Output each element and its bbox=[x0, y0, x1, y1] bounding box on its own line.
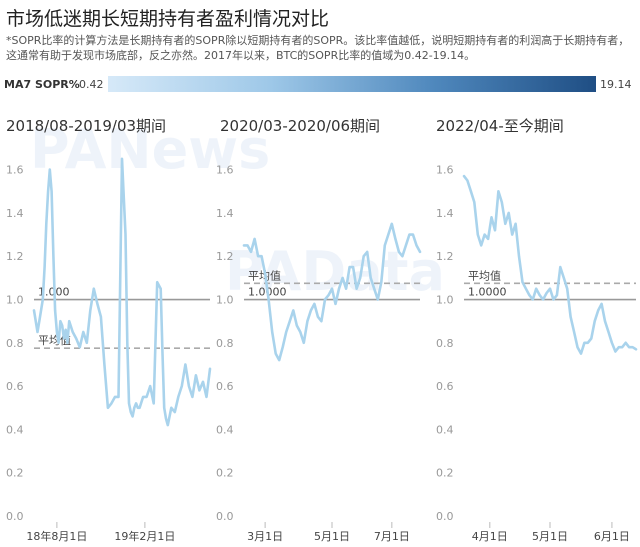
chart-subtitle: *SOPR比率的计算方法是长期持有者的SOPR除以短期持有者的SOPR。该比率值… bbox=[6, 34, 630, 62]
sopr-ratio-line bbox=[32, 157, 212, 427]
y-tick-label: 0.8 bbox=[436, 337, 454, 350]
y-tick-label: 0.0 bbox=[216, 510, 234, 523]
y-tick-label: 1.4 bbox=[216, 207, 234, 220]
y-tick-label: 1.0 bbox=[216, 294, 234, 307]
y-tick-label: 1.6 bbox=[6, 164, 24, 177]
panel-title-3: 2022/04-至今期间 bbox=[436, 117, 564, 135]
y-tick-label: 1.2 bbox=[436, 250, 454, 263]
y-tick-label: 0.2 bbox=[216, 467, 234, 480]
panel-title-2: 2020/03-2020/06期间 bbox=[220, 117, 381, 135]
sopr-ratio-line bbox=[462, 174, 638, 355]
x-tick-label: 19年2月1日 bbox=[114, 529, 175, 543]
y-tick-label: 1.4 bbox=[436, 207, 454, 220]
y-tick-label: 0.0 bbox=[436, 510, 454, 523]
legend-gradient-bar bbox=[108, 76, 596, 92]
color-legend: MA7 SOPR% 0.42 19.14 bbox=[0, 76, 640, 96]
y-tick-label: 0.6 bbox=[216, 380, 234, 393]
y-tick-label: 1.6 bbox=[216, 164, 234, 177]
legend-label: MA7 SOPR% bbox=[4, 78, 80, 91]
x-tick-label: 3月1日 bbox=[247, 530, 283, 543]
x-tick-label: 5月1日 bbox=[314, 530, 350, 543]
watermark: PAData bbox=[225, 240, 445, 303]
y-tick-label: 0.8 bbox=[216, 337, 234, 350]
y-tick-label: 0.6 bbox=[6, 380, 24, 393]
x-tick-label: 5月1日 bbox=[532, 530, 568, 543]
baseline-label: 1.0000 bbox=[468, 286, 507, 299]
chart-title: 市场低迷期长短期持有者盈利情况对比 bbox=[6, 8, 330, 30]
sopr-ratio-line bbox=[242, 222, 422, 362]
y-tick-label: 0.4 bbox=[216, 423, 234, 436]
average-label: 平均值 bbox=[468, 269, 501, 282]
y-tick-label: 1.0 bbox=[436, 294, 454, 307]
y-tick-label: 1.2 bbox=[216, 250, 234, 263]
y-tick-label: 0.2 bbox=[6, 467, 24, 480]
y-tick-label: 0.0 bbox=[6, 510, 24, 523]
y-tick-label: 1.0 bbox=[6, 294, 24, 307]
y-tick-label: 0.8 bbox=[6, 337, 24, 350]
y-tick-label: 0.2 bbox=[436, 467, 454, 480]
x-tick-label: 4月1日 bbox=[472, 530, 508, 543]
x-tick-label: 6月1日 bbox=[594, 530, 630, 543]
x-tick-label: 7月1日 bbox=[374, 530, 410, 543]
y-tick-label: 1.4 bbox=[6, 207, 24, 220]
y-tick-label: 0.4 bbox=[6, 423, 24, 436]
panel-title-1: 2018/08-2019/03期间 bbox=[6, 117, 167, 135]
y-tick-label: 0.6 bbox=[436, 380, 454, 393]
y-tick-label: 0.4 bbox=[436, 423, 454, 436]
watermark: PANews bbox=[30, 118, 271, 181]
legend-min: 0.42 bbox=[79, 78, 104, 91]
x-tick-label: 18年8月1日 bbox=[26, 529, 87, 543]
y-tick-label: 1.6 bbox=[436, 164, 454, 177]
y-tick-label: 1.2 bbox=[6, 250, 24, 263]
legend-max: 19.14 bbox=[600, 78, 632, 91]
